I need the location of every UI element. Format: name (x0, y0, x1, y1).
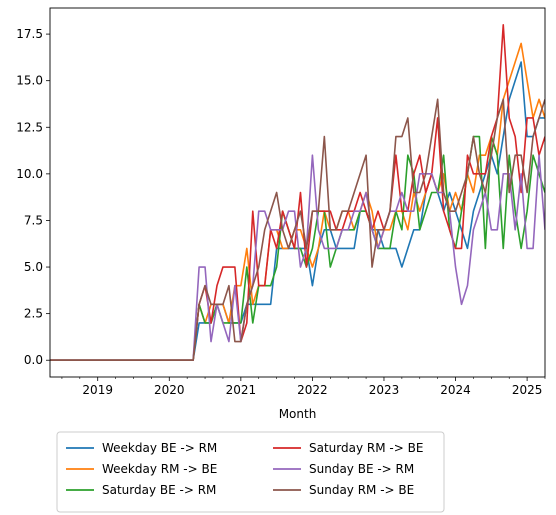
x-tick-label: 2021 (226, 383, 257, 397)
series-lines (50, 23, 545, 362)
y-tick-label: 2.5 (24, 307, 43, 321)
legend: Weekday BE -> RM Weekday RM -> BE Saturday… (56, 431, 445, 513)
legend-label: Saturday RM -> BE (309, 441, 423, 455)
series-line-2 (50, 42, 545, 362)
series-line-6 (50, 98, 545, 362)
legend-box (56, 431, 445, 513)
y-tick-label: 10.0 (16, 167, 43, 181)
legend-label: Weekday BE -> RM (102, 441, 217, 455)
x-tick-label: 2025 (512, 383, 543, 397)
y-tick-label: 17.5 (16, 27, 43, 41)
x-tick-label: 2020 (154, 383, 185, 397)
y-tick-label: 0.0 (24, 353, 43, 367)
legend-label: Weekday RM -> BE (102, 462, 217, 476)
legend-label: Sunday RM -> BE (309, 483, 414, 497)
y-tick-label: 15.0 (16, 74, 43, 88)
x-tick-label: 2024 (440, 383, 471, 397)
x-tick-label: 2022 (297, 383, 328, 397)
y-axis: 0.0 2.5 5.0 7.5 10.0 12.5 15.0 17.5 (16, 27, 50, 367)
legend-label: Sunday BE -> RM (309, 462, 414, 476)
y-tick-label: 5.0 (24, 260, 43, 274)
series-line-4 (50, 23, 545, 362)
x-tick-label: 2019 (82, 383, 113, 397)
y-tick-label: 12.5 (16, 120, 43, 134)
x-tick-label: 2023 (369, 383, 400, 397)
axes-frame (49, 7, 546, 378)
series-line-1 (50, 61, 545, 362)
x-axis-label: Month (279, 407, 317, 421)
x-axis: 2019 2020 2021 2022 2023 2024 2025 (61, 377, 546, 397)
legend-label: Saturday BE -> RM (102, 483, 216, 497)
y-tick-label: 7.5 (24, 213, 43, 227)
